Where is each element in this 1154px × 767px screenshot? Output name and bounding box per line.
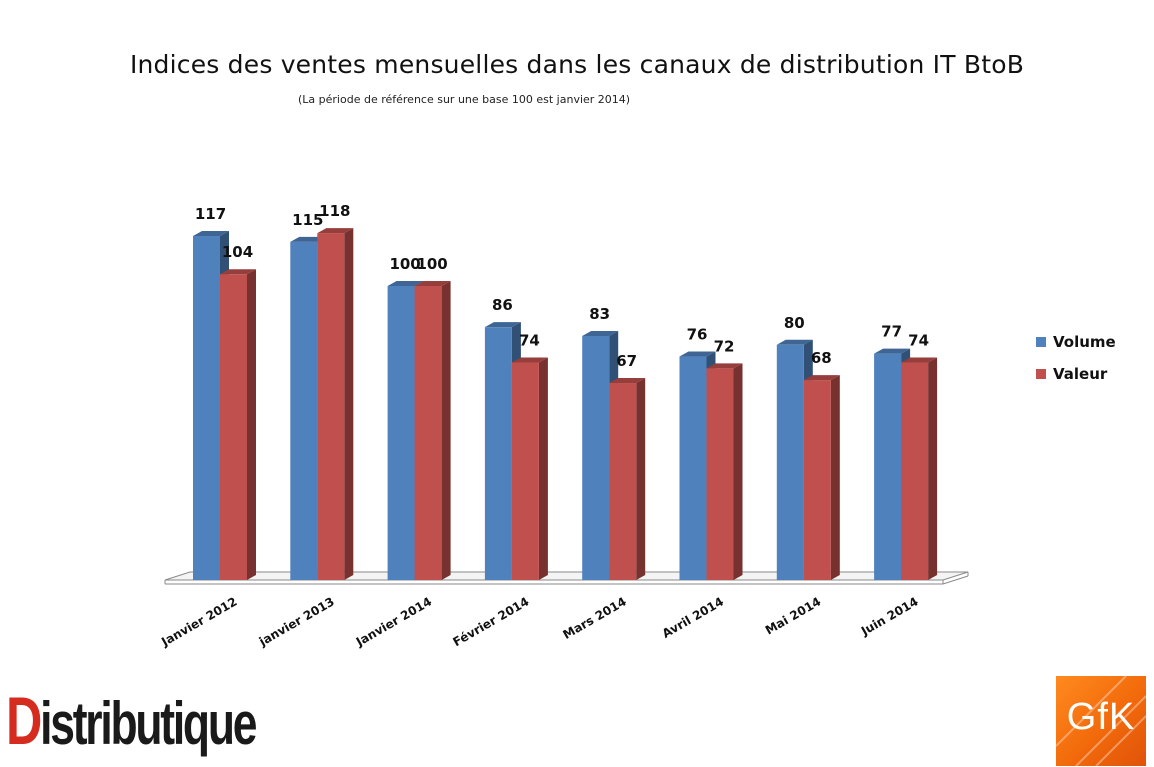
bar-top-mai-2014-volume	[776, 339, 813, 345]
data-label-fevrier-2014-volume: 86	[492, 296, 513, 314]
bar-avril-2014-volume	[679, 356, 707, 580]
bar-top-mars-2014-valeur	[609, 378, 646, 384]
bar-top-avril-2014-volume	[679, 351, 716, 357]
bar-top-janvier-2012-valeur	[220, 269, 256, 275]
legend-label-valeur: Valeur	[1053, 365, 1108, 383]
data-label-mars-2014-volume: 83	[589, 305, 610, 323]
bar-juin-2014-valeur	[901, 362, 929, 580]
bar-side-janvier-2014-valeur	[441, 281, 451, 580]
bar-mai-2014-valeur	[803, 380, 831, 580]
bar-side-fevrier-2014-valeur	[538, 357, 548, 580]
chart-subtitle: (La période de référence sur une base 10…	[298, 93, 631, 106]
data-label-juin-2014-volume: 77	[881, 323, 902, 341]
legend-swatch-valeur	[1036, 369, 1046, 379]
bar-side-avril-2014-valeur	[733, 363, 743, 580]
bar-mars-2014-volume	[582, 335, 610, 580]
data-label-fevrier-2014-valeur: 74	[519, 331, 540, 349]
bar-juin-2014-volume	[874, 353, 902, 580]
gfk-logo: GfK	[1056, 676, 1146, 766]
bar-top-janvier-2013-valeur	[317, 228, 354, 234]
data-label-avril-2014-volume: 76	[687, 326, 708, 344]
bar-fevrier-2014-volume	[484, 327, 512, 580]
bar-janvier-2012-volume	[193, 236, 220, 580]
bar-janvier-2014-valeur	[414, 286, 442, 580]
bar-top-fevrier-2014-valeur	[511, 357, 548, 363]
data-label-janvier-2014-valeur: 100	[416, 255, 447, 273]
floor-side	[942, 575, 969, 585]
bar-janvier-2013-volume	[290, 241, 318, 580]
legend-swatch-volume	[1036, 337, 1046, 347]
bar-top-avril-2014-valeur	[706, 363, 743, 369]
bar-janvier-2013-valeur	[317, 233, 345, 580]
bar-top-mai-2014-valeur	[803, 375, 840, 381]
chart-title: Indices des ventes mensuelles dans les c…	[129, 50, 1025, 79]
data-label-mai-2014-valeur: 68	[811, 349, 832, 367]
bar-mars-2014-valeur	[609, 383, 637, 580]
bar-janvier-2012-valeur	[220, 274, 247, 580]
distributique-logo: Distributique	[6, 683, 257, 759]
data-label-mai-2014-volume: 80	[784, 314, 805, 332]
bar-top-mars-2014-volume	[582, 330, 619, 336]
bar-mai-2014-volume	[776, 344, 804, 580]
data-label-janvier-2014-volume: 100	[389, 255, 420, 273]
data-label-janvier-2013-valeur: 118	[319, 202, 350, 220]
data-label-juin-2014-valeur: 74	[908, 331, 929, 349]
bar-avril-2014-valeur	[706, 368, 734, 580]
data-label-janvier-2013-volume: 115	[292, 211, 323, 229]
chart-floor	[164, 571, 969, 581]
tick-label-mars-2014: Mars 2014	[560, 594, 628, 641]
bar-top-janvier-2014-valeur	[414, 281, 451, 286]
bar-side-mai-2014-valeur	[830, 375, 840, 580]
data-label-avril-2014-valeur: 72	[714, 337, 735, 355]
bar-side-juin-2014-valeur	[928, 357, 938, 580]
legend: Volume Valeur	[1036, 326, 1116, 390]
bar-top-fevrier-2014-volume	[484, 322, 521, 328]
tick-label-juin-2014: Juin 2014	[858, 594, 921, 638]
tick-label-fevrier-2014: Février 2014	[450, 594, 531, 649]
bar-top-janvier-2012-volume	[193, 231, 229, 237]
data-label-janvier-2012-volume: 117	[195, 205, 226, 223]
tick-label-mai-2014: Mai 2014	[763, 594, 823, 637]
tick-label-janvier-2013: janvier 2013	[256, 594, 337, 649]
data-label-janvier-2012-valeur: 104	[222, 243, 253, 261]
legend-label-volume: Volume	[1053, 333, 1116, 351]
tick-label-janvier-2012: Janvier 2012	[158, 594, 239, 649]
tick-label-avril-2014: Avril 2014	[660, 594, 726, 640]
bar-side-janvier-2013-valeur	[344, 228, 354, 580]
bar-janvier-2014-volume	[387, 286, 415, 580]
bar-fevrier-2014-valeur	[511, 362, 539, 580]
legend-item-volume: Volume	[1036, 326, 1116, 358]
bar-top-juin-2014-valeur	[901, 357, 938, 363]
bar-top-juin-2014-volume	[874, 348, 911, 354]
data-label-mars-2014-valeur: 67	[616, 352, 637, 370]
legend-item-valeur: Valeur	[1036, 358, 1116, 390]
tick-label-janvier-2014: Janvier 2014	[353, 594, 434, 649]
bar-side-mars-2014-valeur	[636, 378, 646, 580]
bar-top-janvier-2014-volume	[387, 281, 424, 286]
bar-side-janvier-2012-valeur	[247, 269, 256, 580]
